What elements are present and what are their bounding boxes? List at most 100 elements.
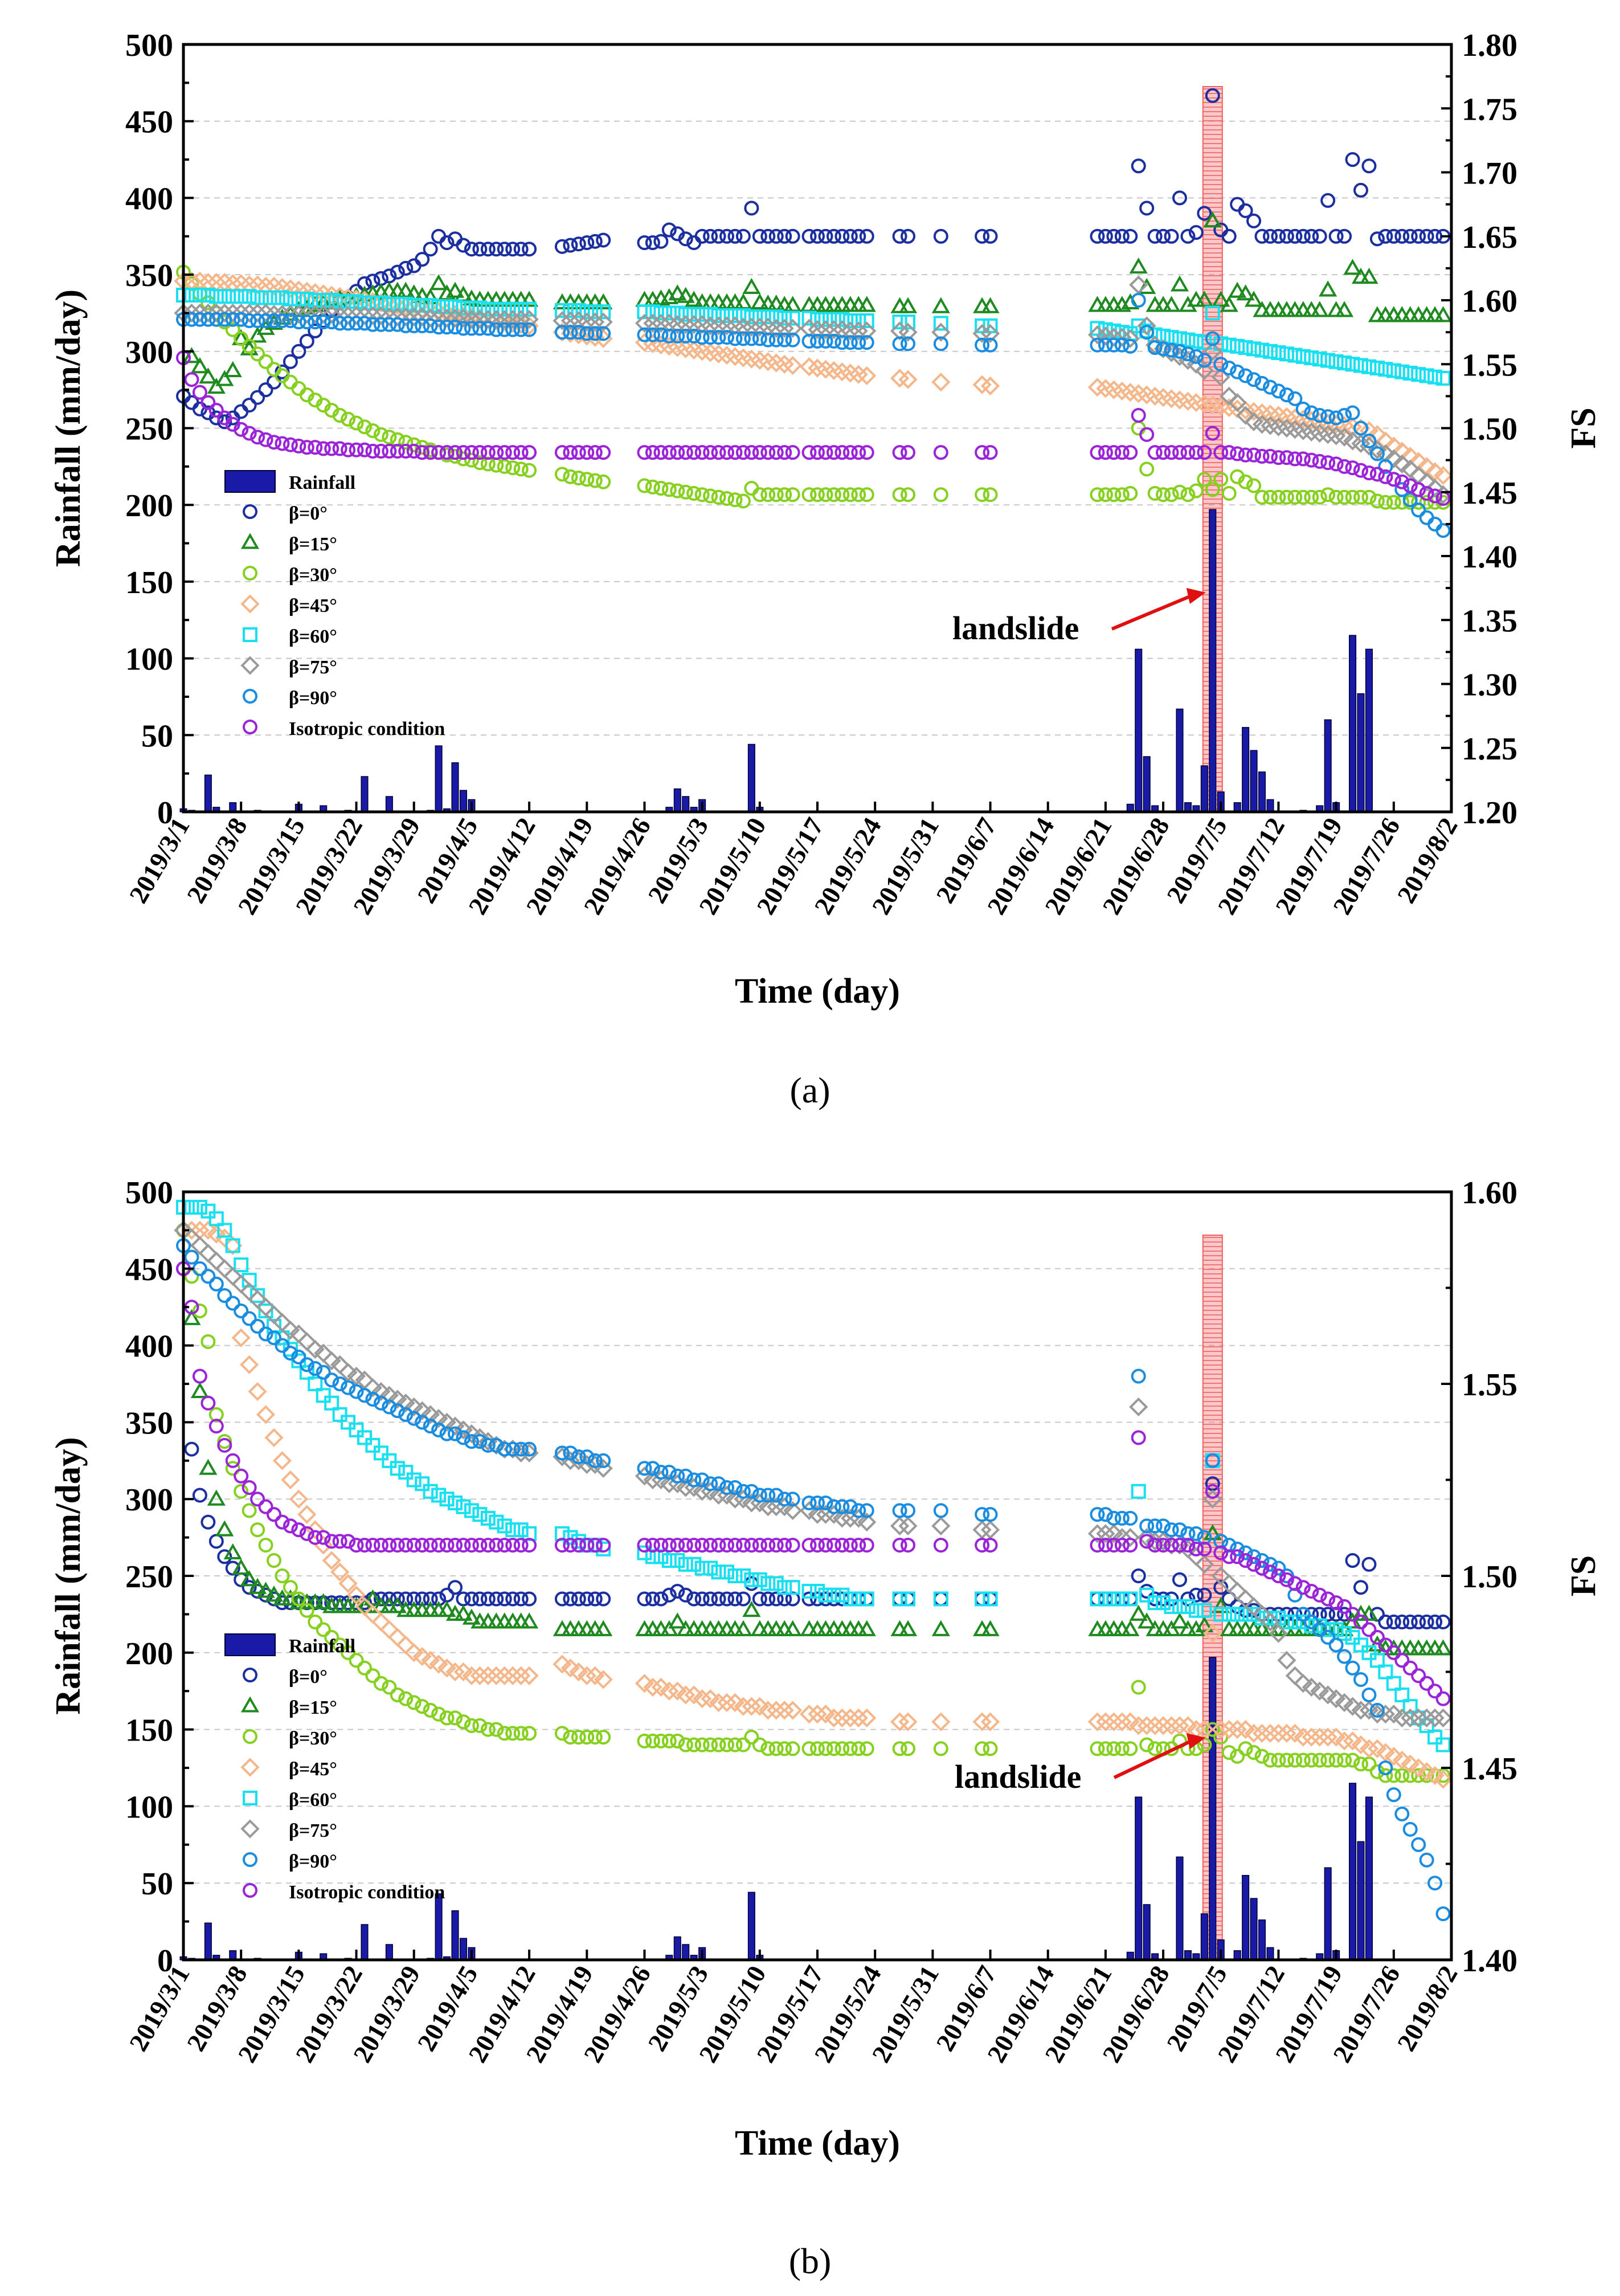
panel-a-point-iso: [694, 445, 710, 460]
panel-b-point-iso: [1123, 1538, 1138, 1553]
panel-b-point-b90: [448, 1426, 463, 1441]
panel-b-point-b90: [711, 1476, 726, 1492]
panel-b-point-b75: [1384, 1705, 1404, 1724]
panel-b-point-iso: [1402, 1660, 1418, 1676]
panel-b-point-iso: [785, 1538, 800, 1553]
panel-b-point-b90: [983, 1507, 998, 1522]
panel-b-rainfall-bar: [1143, 1904, 1151, 1960]
panel-a-point-b90: [1361, 433, 1377, 448]
panel-a-point-b60: [1427, 369, 1443, 385]
panel-a-point-b75: [355, 306, 374, 325]
panel-b-point-b90: [645, 1461, 660, 1476]
panel-a-point-b60: [1221, 337, 1237, 353]
panel-a-point-b0: [250, 390, 265, 405]
panel-a-point-b60: [1328, 354, 1344, 369]
panel-b-point-b30: [201, 1334, 216, 1349]
panel-b-point-b45: [453, 1662, 473, 1682]
panel-b-point-b90: [818, 1495, 833, 1510]
panel-a-point-b60: [1304, 350, 1319, 366]
panel-a-point-iso: [1106, 445, 1122, 460]
panel-b-point-b0: [192, 1488, 207, 1503]
panel-b-point-b45: [668, 1681, 687, 1701]
panel-a-point-b60: [1378, 362, 1393, 377]
panel-b-point-b90: [1164, 1522, 1179, 1538]
panel-b-point-iso: [661, 1538, 677, 1553]
panel-b-point-b45: [1146, 1716, 1165, 1735]
panel-a-point-b30: [637, 478, 652, 493]
panel-a-point-b90: [1337, 408, 1352, 423]
panel-a-point-b0: [1164, 228, 1179, 244]
panel-b-point-b0: [505, 1591, 521, 1607]
panel-b-point-b75: [1269, 1624, 1288, 1643]
panel-b-point-iso: [711, 1538, 726, 1553]
panel-b-point-b45: [470, 1666, 489, 1685]
panel-a-rainfall-bar: [1266, 799, 1274, 812]
panel-b-point-b0: [801, 1591, 817, 1607]
panel-a-point-iso: [637, 445, 652, 460]
panel-b-point-iso: [373, 1538, 388, 1553]
panel-a-point-b30: [250, 346, 265, 362]
panel-b-point-b30: [1345, 1752, 1360, 1768]
panel-b-point-b90: [1378, 1760, 1393, 1775]
panel-b-point-b45: [725, 1693, 745, 1712]
panel-a-point-iso: [818, 445, 833, 460]
panel-a-point-b90: [1369, 446, 1385, 461]
panel-b-point-iso: [291, 1522, 306, 1538]
panel-a-point-b30: [522, 463, 537, 478]
panel-b-point-b90: [1312, 1622, 1327, 1637]
panel-a-point-b60: [1295, 349, 1311, 364]
panel-b-point-b60: [752, 1572, 767, 1587]
panel-b-point-b30: [513, 1726, 529, 1741]
panel-a-point-iso: [1394, 474, 1410, 489]
panel-b-point-iso: [357, 1538, 372, 1553]
panel-b-point-b30: [1090, 1741, 1105, 1756]
panel-b-point-b45: [569, 1662, 588, 1682]
panel-b-point-b45: [1203, 1624, 1222, 1643]
panel-a-point-b60: [415, 297, 430, 313]
panel-a-point-b75: [709, 316, 729, 336]
panel-b-point-b45: [445, 1662, 465, 1682]
panel-a-point-b15: [857, 296, 876, 312]
panel-b-point-b90: [735, 1484, 751, 1499]
panel-b-point-b60: [1180, 1599, 1196, 1614]
panel-a-point-iso: [283, 437, 298, 452]
panel-a-point-b60: [431, 299, 447, 314]
panel-b-point-b60: [1394, 1687, 1410, 1702]
panel-a-point-b90: [1328, 410, 1344, 426]
panel-b-point-b60: [661, 1553, 677, 1568]
panel-b-point-b0: [810, 1591, 825, 1607]
panel-b-point-b60: [1230, 1607, 1245, 1622]
panel-a-point-b75: [512, 310, 531, 329]
panel-b-point-b0: [686, 1591, 702, 1607]
panel-a-point-iso: [892, 445, 907, 460]
panel-a-point-b30: [365, 423, 381, 438]
panel-b-point-b75: [783, 1501, 803, 1520]
panel-b-point-b60: [505, 1522, 521, 1538]
panel-b-point-b75: [1417, 1708, 1437, 1727]
panel-a-point-b30: [892, 487, 907, 502]
panel-a-point-b75: [404, 307, 424, 326]
panel-b-point-b75: [1376, 1705, 1395, 1724]
panel-a-rainfall-bar: [1242, 727, 1250, 812]
panel-b-point-b0: [480, 1591, 496, 1607]
panel-a-point-iso: [1205, 426, 1220, 441]
panel-b-point-b30: [563, 1730, 578, 1745]
panel-b-point-iso: [316, 1530, 331, 1545]
panel-b-point-b60: [242, 1273, 257, 1288]
panel-a-point-b90: [1402, 492, 1418, 508]
panel-a-point-b60: [810, 312, 825, 327]
panel-a-right-tick-label: 1.40: [1462, 540, 1517, 575]
panel-a-rainfall-bar: [1176, 708, 1184, 812]
panel-a-point-b0: [1156, 228, 1171, 244]
panel-a-point-b75: [429, 308, 448, 328]
panel-a-point-b75: [281, 305, 300, 324]
panel-a-point-b0: [851, 228, 866, 244]
panel-a-point-b0: [983, 228, 998, 244]
panel-a-left-tick-label: 500: [125, 28, 173, 63]
panel-a-point-b60: [1411, 367, 1426, 382]
panel-a-point-b90: [579, 326, 595, 341]
panel-b-point-b90: [398, 1407, 414, 1422]
panel-a-rainfall-bar: [1349, 635, 1357, 812]
panel-a-point-b60: [851, 313, 866, 328]
panel-b-point-b90: [810, 1495, 825, 1510]
